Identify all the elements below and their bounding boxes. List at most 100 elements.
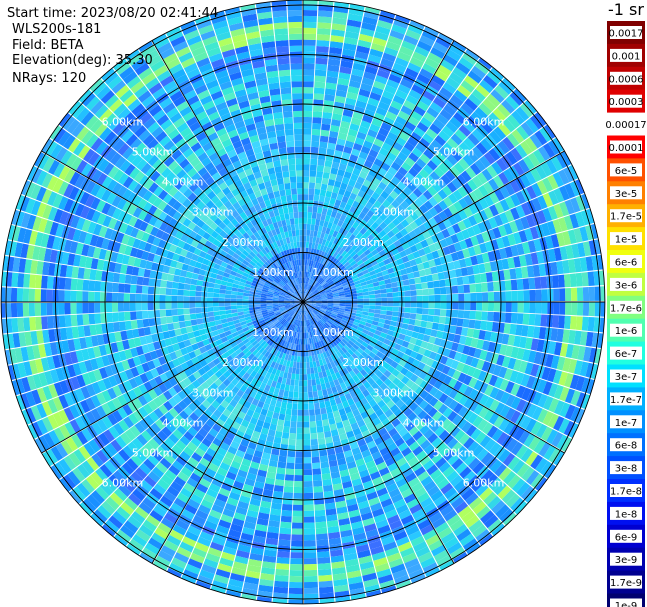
data-gate	[338, 348, 345, 356]
data-gate	[412, 250, 421, 259]
data-gate	[443, 207, 453, 218]
data-gate	[317, 353, 322, 361]
data-gate	[327, 221, 333, 229]
data-gate	[317, 243, 322, 251]
data-gate	[434, 151, 446, 163]
data-gate	[328, 417, 336, 425]
data-gate	[365, 528, 379, 538]
data-gate	[344, 140, 355, 149]
data-gate	[312, 111, 323, 118]
data-gate	[512, 231, 522, 245]
data-gate	[260, 458, 270, 466]
data-gate	[470, 428, 482, 441]
data-gate	[434, 241, 443, 251]
data-gate	[337, 273, 344, 279]
data-gate	[274, 430, 283, 438]
data-gate	[296, 433, 303, 440]
data-gate	[58, 302, 65, 315]
data-gate	[82, 302, 89, 314]
data-gate	[452, 67, 467, 80]
data-gate	[448, 244, 457, 254]
data-gate	[442, 158, 454, 170]
data-gate	[341, 338, 348, 345]
data-gate	[414, 207, 424, 218]
data-gate	[357, 549, 371, 559]
data-gate	[305, 314, 307, 321]
data-gate	[315, 303, 322, 305]
data-gate	[248, 558, 262, 567]
data-gate	[337, 169, 346, 177]
data-gate	[336, 357, 343, 365]
data-gate	[355, 239, 363, 247]
data-gate	[338, 188, 346, 196]
data-gate	[456, 417, 468, 430]
data-gate	[355, 458, 366, 467]
data-gate	[523, 155, 535, 170]
data-gate	[375, 245, 384, 253]
data-gate	[288, 587, 303, 595]
data-gate	[449, 546, 466, 560]
data-gate	[478, 57, 493, 70]
data-gate	[453, 479, 467, 492]
data-gate	[446, 49, 462, 62]
data-gate	[366, 234, 375, 242]
data-gate	[418, 168, 430, 180]
data-gate	[334, 269, 341, 276]
data-gate	[505, 151, 518, 165]
data-gate	[388, 427, 398, 438]
data-gate	[359, 361, 367, 369]
data-gate	[425, 128, 438, 140]
data-gate	[366, 589, 382, 598]
data-gate	[335, 232, 342, 240]
data-gate	[544, 124, 556, 139]
data-gate	[303, 9, 318, 17]
data-gate	[412, 51, 427, 63]
data-gate	[316, 262, 321, 269]
data-gate	[316, 341, 321, 349]
data-gate	[422, 133, 434, 144]
data-gate	[295, 373, 300, 381]
data-gate	[171, 309, 178, 316]
data-gate	[370, 42, 385, 53]
data-gate	[356, 372, 364, 380]
data-gate	[477, 221, 487, 233]
data-gate	[524, 337, 533, 350]
data-gate	[354, 414, 363, 423]
data-gate	[357, 94, 369, 104]
data-gate	[481, 311, 488, 321]
data-gate	[422, 288, 429, 296]
data-gate	[358, 354, 366, 362]
data-gate	[452, 40, 467, 52]
data-gate	[321, 117, 332, 125]
data-gate	[524, 99, 537, 114]
data-gate	[303, 563, 318, 571]
data-gate	[493, 249, 502, 261]
data-gate	[422, 529, 438, 541]
data-gate	[303, 433, 311, 440]
data-gate	[307, 217, 312, 225]
data-gate	[329, 41, 344, 49]
data-gate	[371, 277, 379, 284]
data-gate	[564, 315, 571, 330]
data-gate	[318, 278, 324, 284]
data-gate	[431, 344, 440, 353]
data-gate	[329, 235, 336, 243]
data-gate	[391, 316, 398, 322]
data-gate	[303, 362, 307, 369]
data-gate	[363, 305, 370, 309]
data-gate	[339, 234, 346, 242]
data-gate	[148, 318, 156, 327]
data-gate	[519, 173, 532, 188]
data-gate	[409, 244, 418, 253]
data-gate	[289, 575, 303, 583]
data-gate	[401, 274, 409, 281]
data-gate	[318, 334, 323, 341]
data-gate	[353, 532, 367, 541]
data-gate	[442, 185, 453, 197]
data-gate	[537, 379, 547, 394]
data-gate	[324, 330, 330, 337]
data-gate	[381, 142, 393, 152]
data-gate	[405, 205, 415, 216]
data-gate	[470, 235, 479, 246]
data-gate	[470, 302, 477, 311]
